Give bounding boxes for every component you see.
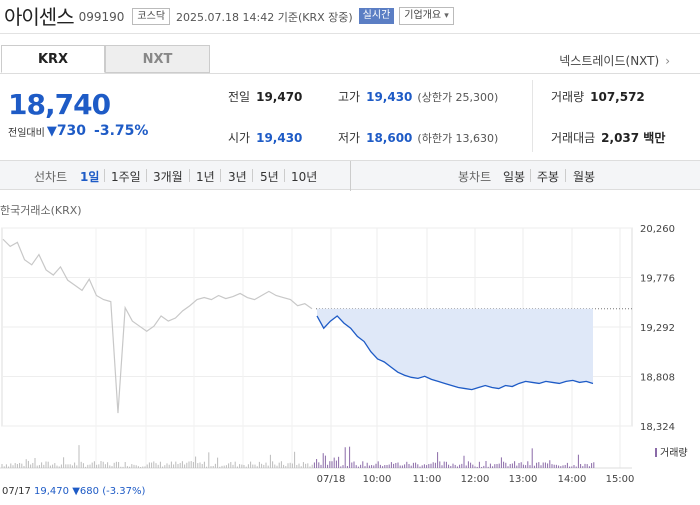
separator — [189, 169, 190, 182]
stat-value: 19,470 — [256, 90, 303, 104]
separator — [104, 169, 105, 182]
stock-code: 099190 — [78, 9, 125, 24]
stock-name: 아이센스 — [4, 4, 75, 29]
stat-low: 저가 18,600 (하한가 13,630) — [338, 129, 498, 146]
footer-change: 680 — [79, 486, 99, 497]
corp-overview-label: 기업개요 — [404, 10, 442, 21]
nxt-link[interactable]: 넥스트레이드(NXT) › — [559, 52, 670, 69]
stat-label: 고가 — [338, 90, 361, 104]
stat-label: 전일 — [228, 90, 251, 104]
x-tick-label: 10:00 — [363, 474, 392, 485]
stat-value: 19,430 — [366, 90, 413, 104]
tab-krx[interactable]: KRX — [1, 45, 105, 73]
period-bar: 선차트 1일 1주일 3개월 1년 3년 5년 10년 봉차트 일봉 주봉 월봉 — [0, 160, 700, 191]
candle-daily[interactable]: 일봉 — [503, 170, 526, 184]
period-3m[interactable]: 3개월 — [153, 170, 183, 184]
period-5y[interactable]: 5년 — [260, 170, 279, 184]
market-badge: 코스닥 — [132, 7, 171, 25]
period-10y[interactable]: 10년 — [291, 170, 318, 184]
price-chart[interactable]: 20,260 19,776 19,292 18,808 18,324 07/18 10:0… — [0, 218, 700, 486]
footer-pct: (-3.37%) — [102, 486, 146, 497]
previous-day-line — [2, 238, 313, 414]
chart-series — [2, 238, 632, 414]
price-fill-area — [317, 308, 593, 390]
x-tick-label: 07/18 — [317, 474, 346, 485]
period-1w[interactable]: 1주일 — [111, 170, 141, 184]
stat-amount: 거래대금 2,037 백만 — [551, 129, 665, 146]
line-chart-label: 선차트 — [34, 170, 68, 184]
diff-value: 730 — [56, 123, 87, 139]
volume-bars — [0, 445, 632, 469]
realtime-button[interactable]: 실시간 — [358, 8, 395, 24]
diff-percent: -3.75% — [94, 123, 149, 139]
stat-label: 저가 — [338, 131, 361, 145]
tab-nxt[interactable]: NXT — [105, 45, 210, 73]
quote-datetime: 2025.07.18 14:42 기준(KRX 장중) — [176, 10, 353, 24]
x-axis-labels: 07/18 10:00 11:00 12:00 13:00 14:00 15:00 — [317, 474, 635, 485]
header-divider — [0, 33, 700, 34]
volume-swatch — [655, 448, 657, 457]
separator — [284, 169, 285, 182]
separator — [220, 169, 221, 182]
stat-label: 거래량 — [551, 90, 585, 104]
y-tick-label: 19,776 — [640, 274, 675, 285]
chart-footer: 07/17 19,470 ▼680 (-3.37%) — [2, 486, 145, 497]
separator — [530, 169, 531, 182]
price-line — [316, 315, 594, 391]
stat-high: 고가 19,430 (상한가 25,300) — [338, 88, 498, 105]
footer-date: 07/17 — [2, 486, 31, 497]
x-tick-label: 12:00 — [461, 474, 490, 485]
chevron-down-icon: ▾ — [444, 11, 449, 21]
candle-chart-label: 봉차트 — [458, 170, 492, 184]
current-price: 18,740 — [8, 88, 111, 121]
footer-arrow-icon: ▼ — [72, 486, 80, 497]
stat-value: 18,600 — [366, 131, 413, 145]
exchange-label: 한국거래소(KRX) — [0, 204, 82, 217]
stat-sub: (상한가 25,300) — [417, 91, 499, 104]
y-tick-label: 18,808 — [640, 373, 675, 384]
diff-label: 전일대비 — [8, 127, 45, 139]
period-3y[interactable]: 3년 — [228, 170, 247, 184]
corp-overview-button[interactable]: 기업개요 ▾ — [399, 7, 454, 25]
separator — [350, 161, 351, 191]
separator — [565, 169, 566, 182]
x-tick-label: 13:00 — [509, 474, 538, 485]
x-tick-label: 11:00 — [413, 474, 442, 485]
candle-monthly[interactable]: 월봉 — [573, 170, 596, 184]
separator — [252, 169, 253, 182]
price-change: 전일대비 ▼ 730 -3.75% — [8, 123, 148, 139]
x-tick-label: 14:00 — [558, 474, 587, 485]
stat-sub: (하한가 13,630) — [417, 132, 499, 145]
y-tick-label: 18,324 — [640, 422, 675, 433]
stats-divider — [532, 80, 533, 152]
footer-price: 19,470 — [34, 486, 70, 497]
separator — [146, 169, 147, 182]
stat-volume: 거래량 107,572 — [551, 88, 645, 105]
volume-legend: 거래량 — [655, 444, 688, 459]
y-axis-labels: 20,260 19,776 19,292 18,808 18,324 — [640, 224, 675, 433]
stock-header: 아이센스 099190 코스닥 2025.07.18 14:42 기준(KRX … — [0, 0, 700, 30]
stat-value: 2,037 백만 — [601, 131, 666, 145]
candle-weekly[interactable]: 주봉 — [537, 170, 560, 184]
stat-value: 107,572 — [590, 90, 645, 104]
stat-open: 시가 19,430 — [228, 129, 302, 146]
y-tick-label: 20,260 — [640, 224, 675, 235]
x-tick-label: 15:00 — [606, 474, 635, 485]
y-tick-label: 19,292 — [640, 323, 675, 334]
volume-legend-label: 거래량 — [660, 448, 688, 459]
down-arrow-icon: ▼ — [46, 123, 57, 139]
period-1d[interactable]: 1일 — [80, 170, 100, 184]
stat-label: 시가 — [228, 131, 251, 145]
nxt-link-label: 넥스트레이드(NXT) — [559, 54, 660, 68]
chevron-right-icon: › — [665, 54, 670, 68]
period-1y[interactable]: 1년 — [196, 170, 215, 184]
stat-prev-close: 전일 19,470 — [228, 88, 302, 105]
stat-value: 19,430 — [256, 131, 303, 145]
stat-label: 거래대금 — [551, 131, 596, 145]
tab-divider — [0, 73, 700, 74]
